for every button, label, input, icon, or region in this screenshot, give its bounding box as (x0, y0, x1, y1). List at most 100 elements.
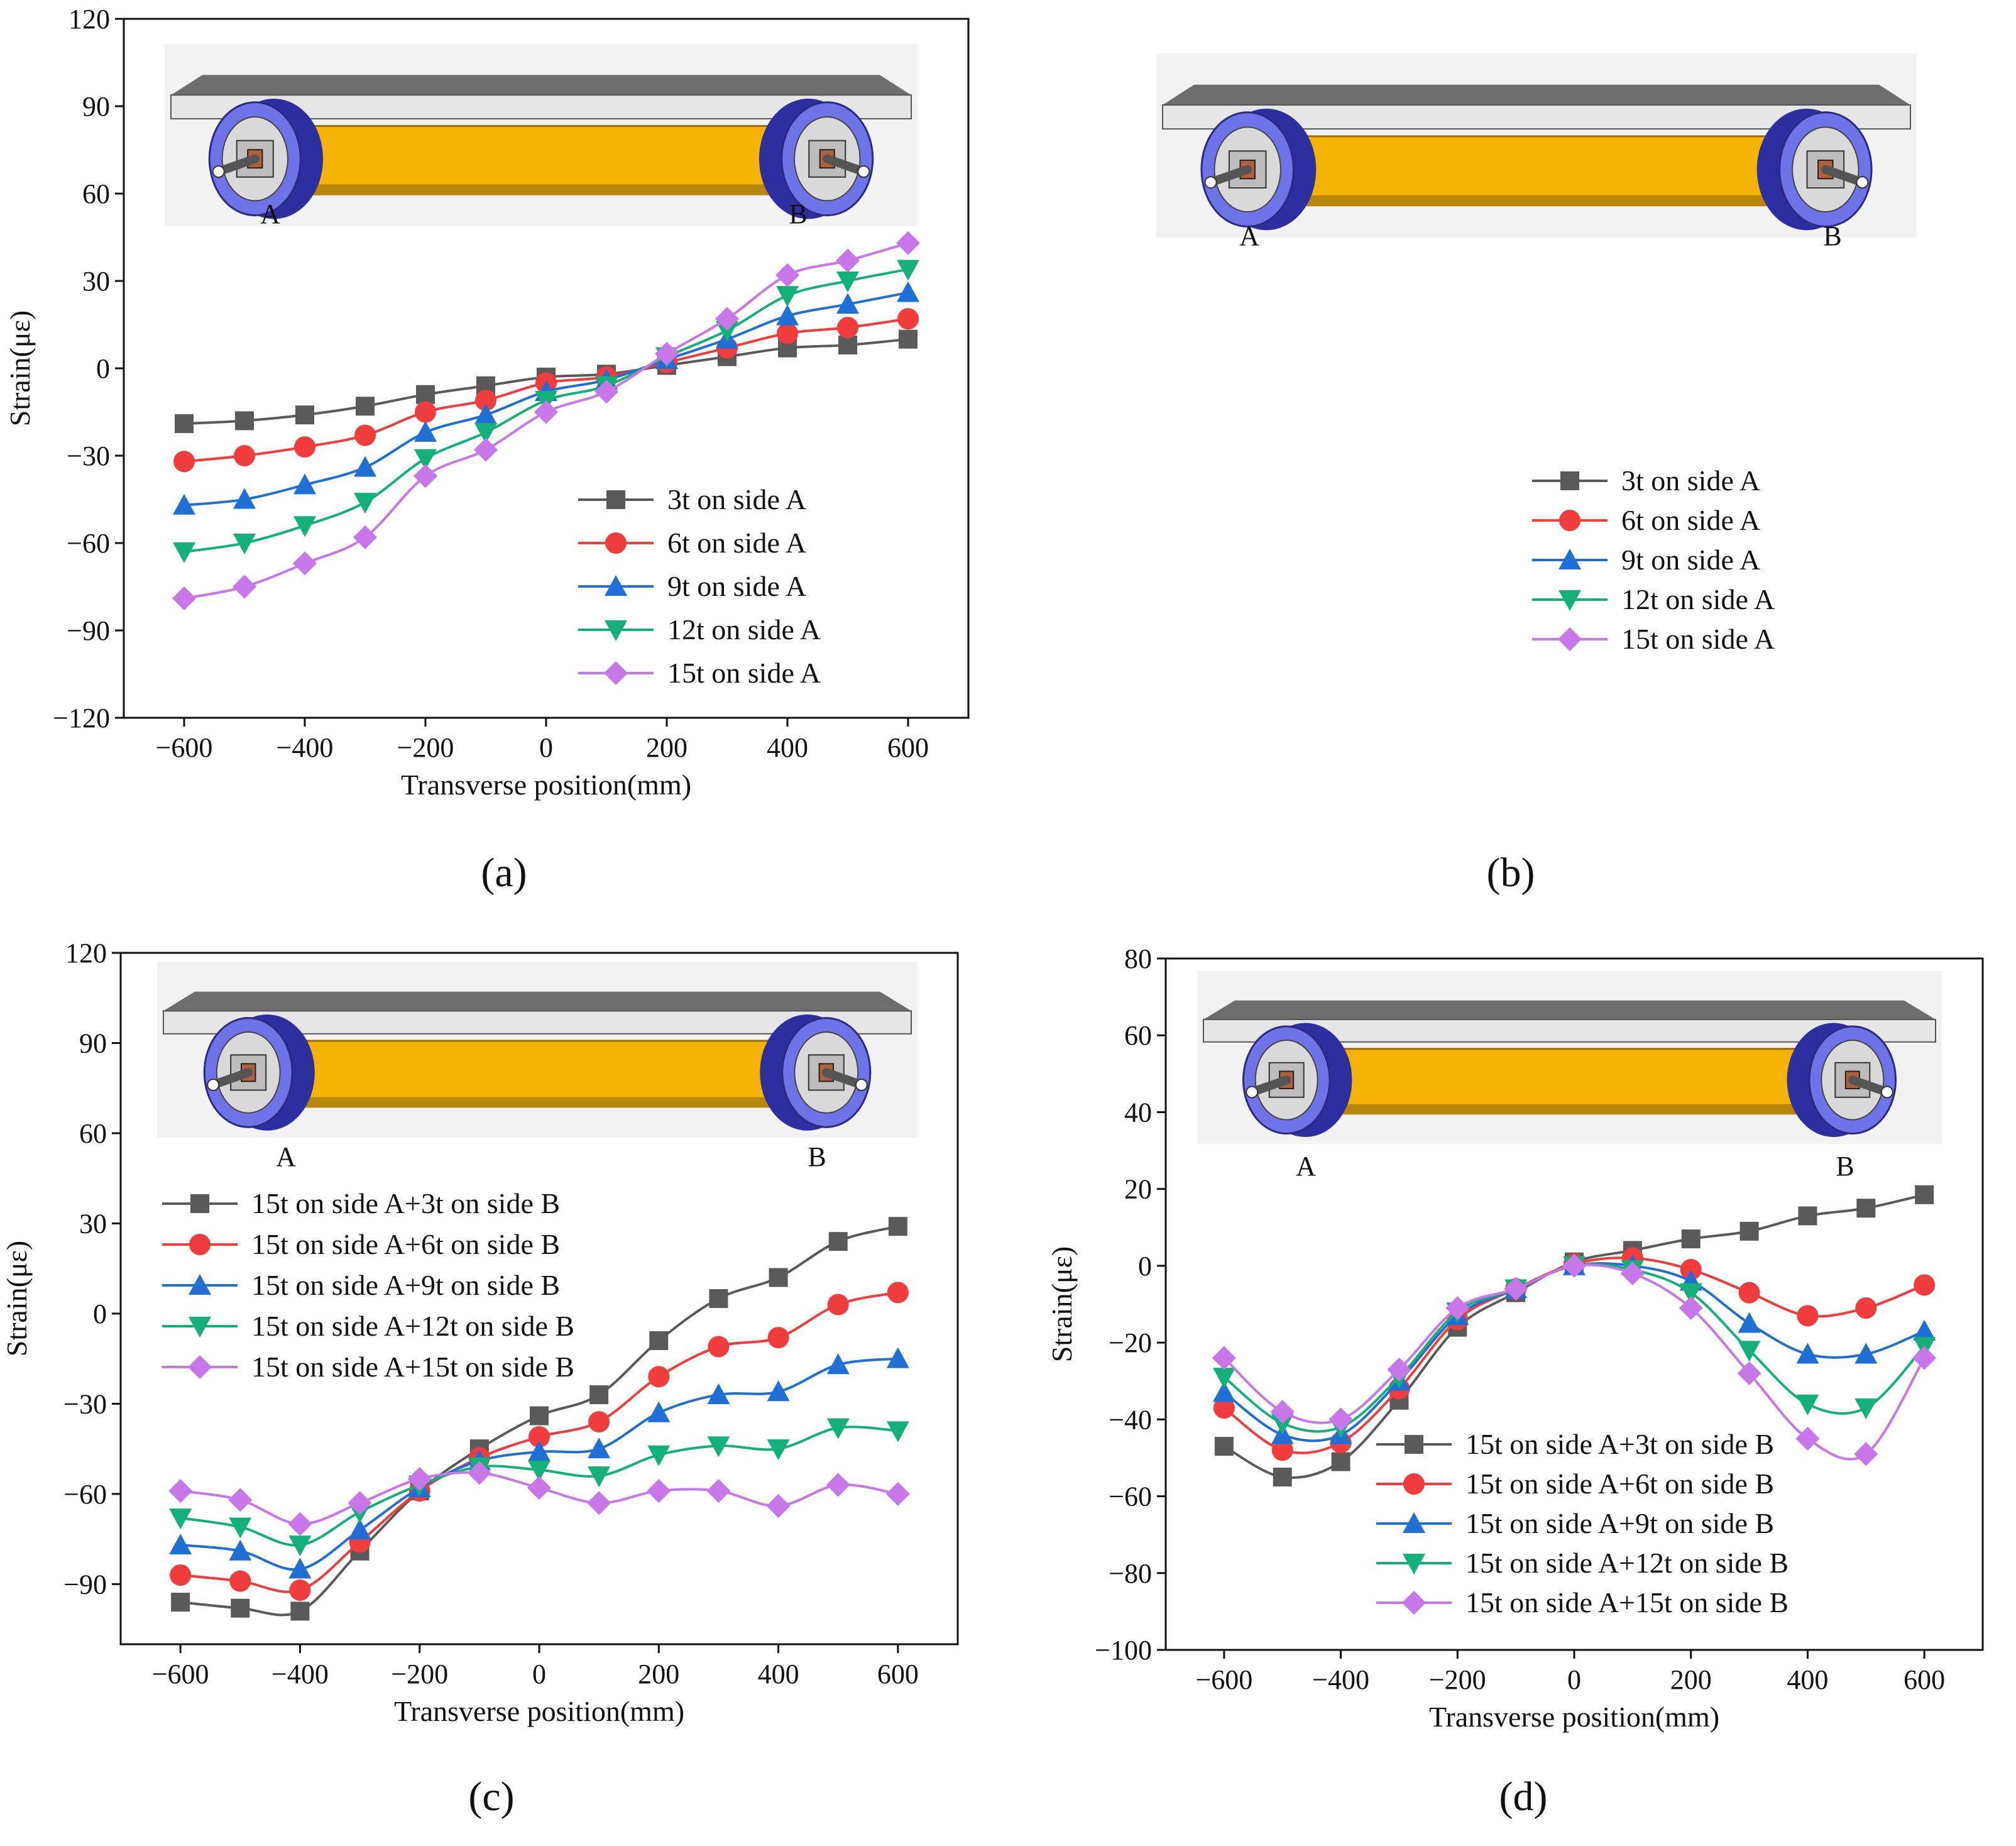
legend-item: 15t on side A+3t on side B (162, 1187, 560, 1219)
data-point (655, 341, 679, 366)
beam-flange (300, 184, 782, 195)
panel-c: A B −600 −400 −200 0 200 400 600 −90 −60 −30 0 30 60 90… (0, 923, 1008, 1846)
data-point (1273, 1468, 1292, 1486)
axle-shaft (823, 154, 868, 176)
data-point (888, 1217, 907, 1236)
data-point (354, 424, 376, 446)
legend-label: 6t on side A (667, 527, 806, 559)
data-point (767, 1327, 789, 1349)
axle-shaft (1821, 165, 1867, 187)
data-point (414, 420, 437, 442)
y-tick-label: 120 (68, 4, 110, 35)
side-b-label: B (789, 199, 807, 229)
legend-marker (1559, 510, 1580, 531)
data-point (897, 281, 919, 302)
data-point (1738, 1341, 1761, 1362)
series-4 (172, 231, 920, 611)
axle-shaft (1206, 165, 1252, 187)
y-tick-label: 60 (79, 1118, 107, 1149)
y-tick-label: 0 (96, 353, 110, 384)
legend: 3t on side A 6t on side A 9t on side A 12t … (578, 483, 821, 689)
data-point (887, 1282, 909, 1304)
y-tick-label: −40 (1109, 1404, 1152, 1435)
x-tick-label: −600 (1195, 1664, 1252, 1695)
data-point (649, 1331, 669, 1350)
legend-label: 15t on side A+6t on side B (251, 1228, 560, 1260)
data-point (169, 1534, 192, 1555)
data-point (899, 329, 918, 349)
data-point (175, 414, 194, 434)
data-point (416, 385, 435, 404)
data-point (587, 1491, 611, 1515)
beam-flange (1293, 195, 1780, 207)
y-tick-label: 30 (82, 266, 110, 297)
series-3 (173, 260, 919, 563)
data-point (837, 317, 858, 339)
wheel-right (1756, 108, 1873, 231)
data-point (776, 286, 799, 307)
data-point (171, 1593, 190, 1612)
x-tick-label: −600 (156, 732, 213, 763)
data-point (1795, 1426, 1820, 1451)
plate-top (171, 75, 911, 96)
data-point (897, 308, 919, 330)
x-tick-label: −200 (1429, 1664, 1486, 1695)
data-point (589, 1385, 609, 1405)
data-point (414, 449, 437, 470)
data-point (838, 335, 857, 354)
data-point (709, 1289, 728, 1308)
legend-item: 12t on side A (1532, 583, 1775, 615)
data-point (594, 380, 618, 404)
data-point (528, 1440, 551, 1461)
data-point (1679, 1283, 1702, 1304)
legend-label: 6t on side A (1621, 504, 1760, 536)
legend-item: 12t on side A (578, 613, 821, 646)
x-tick-label: −600 (152, 1659, 209, 1689)
legend-marker (605, 532, 627, 554)
y-tick-label: 40 (1124, 1097, 1152, 1128)
legend: 15t on side A+3t on side B 15t on side A+… (1376, 1428, 1789, 1618)
legend-label: 15t on side A+9t on side B (1465, 1507, 1774, 1539)
legend: 15t on side A+3t on side B 15t on side A+… (162, 1187, 574, 1383)
data-point (414, 464, 437, 488)
data-point (836, 248, 860, 273)
data-point (169, 1508, 192, 1530)
y-tick-label: 20 (1124, 1174, 1152, 1205)
series-4 (1212, 1253, 1937, 1466)
x-tick-label: 200 (638, 1659, 679, 1689)
data-point (1914, 1274, 1936, 1296)
y-tick-label: −30 (67, 441, 110, 471)
x-tick-label: −400 (271, 1659, 329, 1689)
legend-marker (1403, 1512, 1425, 1533)
wheel-right (759, 99, 874, 219)
legend-marker (605, 620, 627, 641)
y-tick-label: 30 (79, 1208, 107, 1239)
data-point (1681, 1229, 1701, 1249)
legend-marker (1402, 1591, 1426, 1615)
data-point (288, 1558, 312, 1579)
legend-marker (1559, 549, 1581, 569)
side-b-label: B (1823, 221, 1841, 251)
y-tick-label: −20 (1109, 1327, 1152, 1358)
legend-marker (1405, 1435, 1423, 1454)
data-point (353, 525, 377, 549)
series-3 (1212, 1256, 1936, 1439)
legend-label: 15t on side A+12t on side B (251, 1310, 574, 1342)
y-tick-label: −100 (1095, 1635, 1152, 1666)
x-tick-label: 600 (877, 1659, 919, 1689)
data-point (1620, 1261, 1645, 1286)
y-tick-label: −60 (63, 1479, 107, 1510)
data-point (1562, 1253, 1586, 1278)
legend-marker (1558, 627, 1582, 651)
data-point (407, 1466, 432, 1491)
x-tick-label: 400 (758, 1659, 799, 1689)
data-point (1855, 1297, 1877, 1319)
data-point (356, 397, 375, 416)
legend-item: 15t on side A+15t on side B (162, 1351, 574, 1383)
y-tick-label: 60 (1124, 1020, 1152, 1051)
data-point (896, 231, 920, 255)
data-point (647, 1445, 671, 1466)
data-point (467, 1461, 491, 1485)
legend-label: 15t on side A+12t on side B (1465, 1547, 1789, 1579)
legend-item: 15t on side A+6t on side B (162, 1228, 560, 1260)
